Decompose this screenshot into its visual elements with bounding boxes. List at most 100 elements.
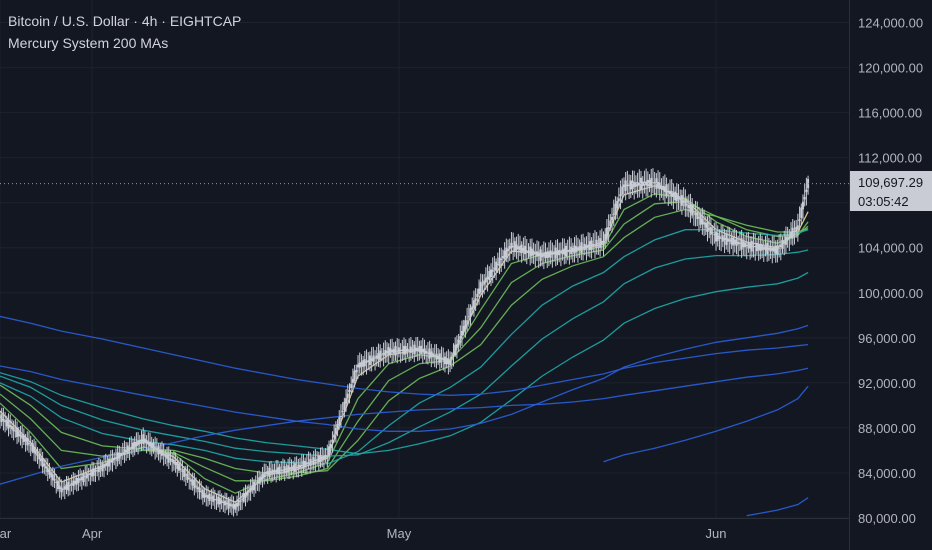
moving-average-line — [0, 367, 809, 485]
candle-body — [466, 320, 469, 322]
candle-body — [735, 239, 738, 246]
candle-body — [721, 235, 724, 242]
candle-body — [319, 454, 322, 463]
candle-body — [283, 466, 286, 473]
candle-body — [455, 344, 458, 348]
candle-body — [588, 241, 591, 251]
candle-body — [718, 235, 721, 240]
candle-body — [592, 243, 595, 246]
candle-body — [762, 246, 765, 250]
candle-body — [62, 488, 65, 490]
candle-body — [154, 447, 157, 449]
candle-body — [783, 241, 786, 244]
candle-body — [200, 491, 203, 493]
candle-body — [725, 234, 728, 245]
candle-body — [299, 464, 302, 468]
candle-body — [691, 204, 694, 216]
candle-body — [638, 182, 641, 186]
candle-body — [658, 182, 661, 190]
candle-body — [370, 358, 373, 361]
candle-body — [130, 446, 133, 448]
candle-body — [621, 186, 624, 195]
candle-body — [614, 203, 617, 215]
candle-body — [803, 197, 806, 200]
candle-body — [116, 452, 119, 462]
candle-body — [745, 244, 748, 247]
moving-average-line — [0, 324, 809, 432]
candle-body — [396, 350, 399, 352]
candle-body — [418, 346, 421, 353]
candle-body — [771, 247, 774, 251]
candle-body — [65, 484, 68, 490]
candle-body — [377, 352, 380, 360]
candle-body — [563, 248, 566, 255]
candle-body — [708, 228, 711, 230]
candle-body — [426, 352, 429, 354]
price-tick-label: 80,000.00 — [858, 511, 916, 526]
candle-body — [201, 489, 204, 498]
candle-body — [77, 478, 80, 483]
candle-body — [96, 469, 99, 471]
candle-body — [97, 466, 100, 473]
candle-body — [532, 250, 535, 255]
candle-body — [179, 468, 182, 470]
candle-body — [348, 389, 351, 393]
candle-body — [278, 466, 281, 475]
candle-body — [36, 453, 39, 456]
candle-body — [479, 281, 482, 293]
candle-body — [461, 330, 464, 336]
indicator-title[interactable]: Mercury System 200 MAs — [8, 35, 169, 51]
candle-body — [539, 249, 542, 261]
candle-body — [805, 189, 808, 193]
candle-body — [425, 350, 428, 354]
candle-body — [113, 458, 116, 461]
candle-body — [687, 204, 690, 208]
candle-body — [31, 443, 34, 452]
candle-body — [217, 496, 220, 505]
candle-body — [149, 441, 152, 447]
candle-body — [224, 500, 227, 506]
price-tick-label: 96,000.00 — [858, 331, 916, 346]
candle-body — [716, 232, 719, 242]
candle-body — [640, 177, 643, 191]
candle-body — [607, 227, 610, 229]
candle-body — [333, 434, 336, 438]
candle-body — [744, 242, 747, 248]
candle-body — [553, 252, 556, 255]
candle-body — [121, 452, 124, 454]
price-tick-label: 112,000.00 — [858, 151, 922, 166]
candle-body — [709, 227, 712, 235]
candle-body — [230, 504, 233, 507]
candle-body — [801, 201, 804, 210]
candle-body — [408, 349, 411, 351]
candle-body — [203, 493, 206, 498]
candle-body — [449, 360, 452, 365]
candle-body — [403, 345, 406, 355]
candle-body — [738, 242, 741, 245]
candle-body — [677, 197, 680, 200]
candle-body — [653, 182, 656, 184]
candle-body — [389, 348, 392, 354]
last-price-value: 109,697.29 — [858, 175, 924, 190]
candle-body — [181, 470, 184, 472]
candle-body — [593, 244, 596, 246]
candle-body — [338, 417, 341, 425]
candle-body — [759, 244, 762, 251]
candle-body — [776, 245, 779, 255]
candle-body — [622, 184, 625, 188]
symbol-title[interactable]: Bitcoin / U.S. Dollar · 4h · EIGHTCAP — [8, 13, 242, 29]
price-tick-label: 124,000.00 — [858, 16, 923, 31]
candle-body — [109, 460, 112, 463]
candle-body — [9, 425, 12, 428]
candle-body — [392, 348, 395, 353]
candle-body — [251, 485, 254, 491]
candle-body — [629, 180, 632, 190]
candle-body — [345, 398, 348, 404]
candle-body — [411, 349, 414, 351]
candle-body — [781, 239, 784, 249]
candle-body — [433, 355, 436, 357]
candle-body — [43, 463, 46, 467]
candle-body — [715, 231, 718, 242]
